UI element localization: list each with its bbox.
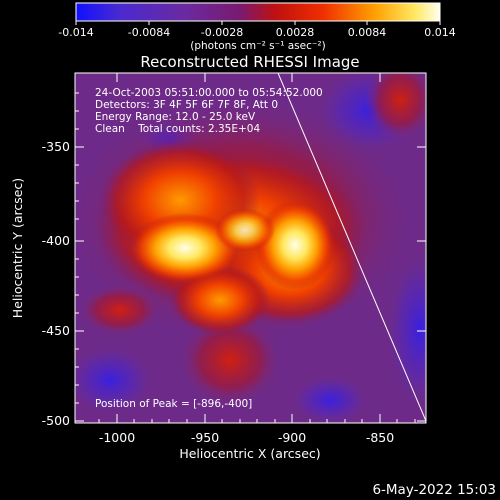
x-tick-label: -850 [366,430,394,445]
y-tick-label: -350 [42,139,70,154]
y-axis-ticks [75,146,426,422]
colorbar [75,2,441,22]
colorbar-tick-label: 0.0084 [348,26,387,39]
colorbar-ticks [75,21,441,25]
solar-limb-line [277,73,426,422]
info-line: Clean Total counts: 2.35E+04 [95,123,260,135]
x-axis-label: Heliocentric X (arcsec) [179,446,320,461]
x-tick-label: -900 [278,430,306,445]
peak-position-label: Position of Peak = [-896,-400] [95,398,252,410]
y-tick-label: -450 [42,323,70,338]
colorbar-tick-label: 0.0028 [276,26,315,39]
info-line: 24-Oct-2003 05:51:00.000 to 05:54:52.000 [95,87,323,99]
colorbar-tick-label: -0.0028 [201,26,243,39]
info-line: Energy Range: 12.0 - 25.0 keV [95,111,256,123]
y-axis-minor-ticks [75,92,79,404]
timestamp: 6-May-2022 15:03 [372,482,496,498]
plot-frame [74,72,427,424]
colorbar-units-label: (photons cm⁻² s⁻¹ asec⁻²) [190,40,325,52]
info-line: Detectors: 3F 4F 5F 6F 7F 8F, Att 0 [95,99,278,111]
x-axis-minor-ticks [98,419,416,423]
colorbar-tick-label: -0.0084 [128,26,170,39]
x-tick-label: -950 [191,430,219,445]
plot-title: Reconstructed RHESSI Image [140,53,359,71]
x-tick-label: -1000 [99,430,135,445]
y-axis-label: Heliocentric Y (arcsec) [10,178,25,318]
y-tick-label: -400 [42,233,70,248]
colorbar-tick-label: -0.014 [58,26,93,39]
colorbar-tick-label: 0.014 [424,26,456,39]
heliocentric-image [75,73,426,423]
x-axis-ticks [116,73,381,423]
y-tick-label: -500 [42,413,70,428]
